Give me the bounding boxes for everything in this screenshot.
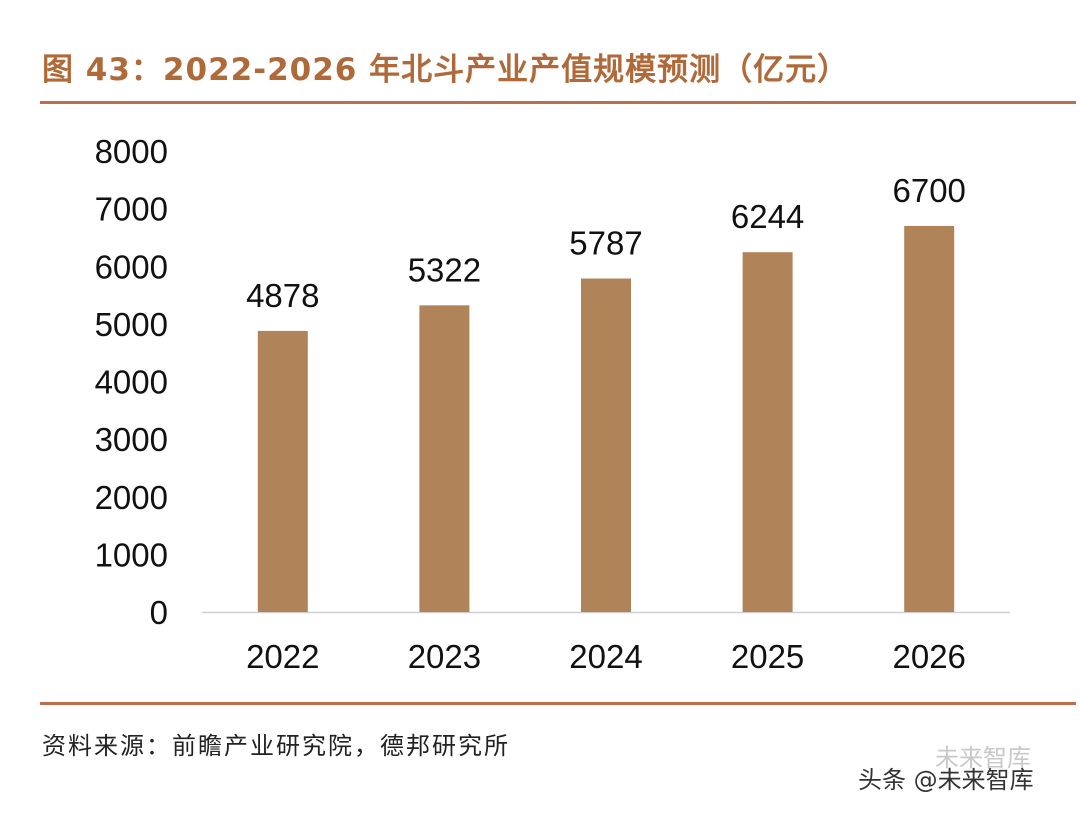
y-tick-label: 4000 [95, 364, 168, 401]
bar-chart: 0 1000 2000 3000 4000 5000 6000 7000 8000 4878 53… [95, 133, 1010, 675]
footer-divider [40, 702, 1076, 705]
x-tick-label-2024: 2024 [569, 638, 642, 675]
data-label-2024: 5787 [569, 225, 642, 262]
data-label-2022: 4878 [246, 277, 319, 314]
bar-2026 [904, 225, 955, 612]
y-tick-label: 7000 [95, 191, 168, 228]
x-tick-label-2026: 2026 [892, 638, 965, 675]
chart-title: 图 43：2022-2026 年北斗产业产值规模预测（亿元） [42, 52, 850, 88]
watermark-faint: 未来智库 [935, 744, 1031, 772]
y-tick-label: 6000 [95, 248, 168, 285]
bar-2023 [419, 305, 470, 612]
y-tick-label: 1000 [95, 536, 168, 573]
bar-2024 [581, 278, 631, 612]
bar-2025 [742, 252, 793, 612]
bars-group: 4878 5322 5787 6244 6700 [246, 172, 966, 612]
y-axis: 0 1000 2000 3000 4000 5000 6000 7000 8000 [95, 133, 168, 631]
data-label-2026: 6700 [892, 172, 965, 209]
x-axis: 2022 2023 2024 2025 2026 [246, 638, 966, 675]
x-tick-label-2023: 2023 [408, 638, 481, 675]
source-note: 资料来源：前瞻产业研究院，德邦研究所 [42, 732, 510, 760]
x-tick-label-2025: 2025 [731, 638, 804, 675]
watermark: 头条 @未来智库 [858, 766, 1034, 794]
x-tick-label-2022: 2022 [246, 638, 319, 675]
data-label-2025: 6244 [731, 198, 804, 235]
y-tick-label: 8000 [95, 133, 168, 170]
bar-2022 [257, 330, 308, 612]
data-label-2023: 5322 [408, 251, 481, 288]
y-tick-label: 5000 [95, 306, 168, 343]
y-tick-label: 3000 [95, 421, 168, 458]
y-tick-label: 0 [150, 594, 168, 631]
y-tick-label: 2000 [95, 479, 168, 516]
title-divider [40, 101, 1076, 104]
